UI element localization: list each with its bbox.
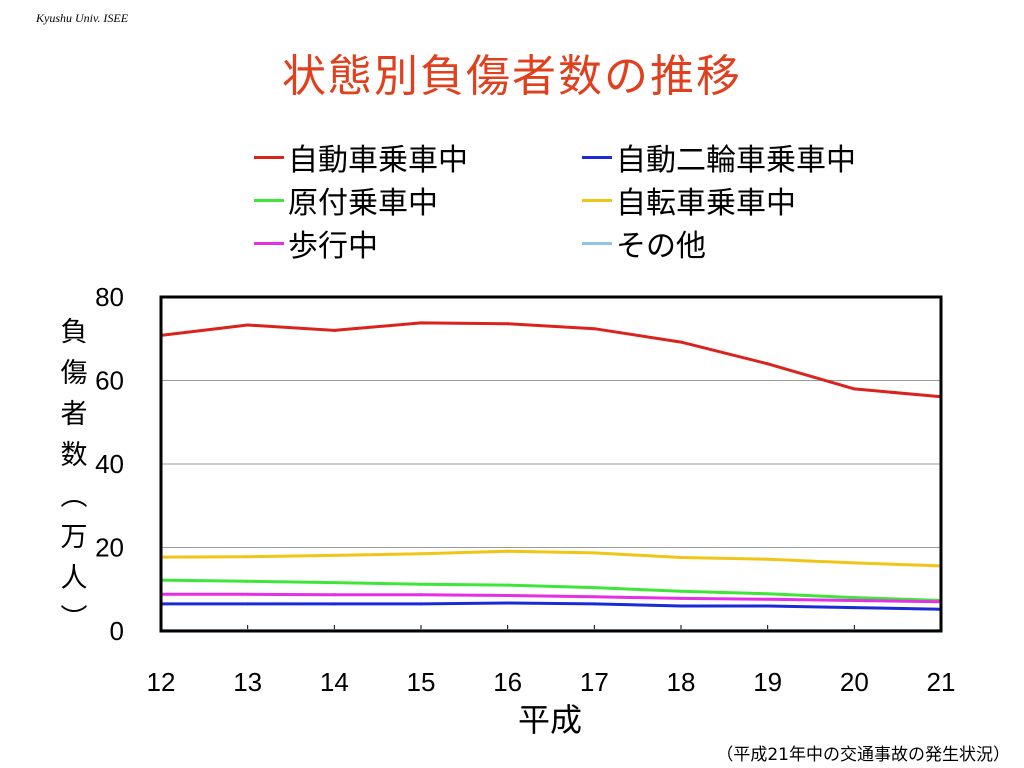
series-line-0 [159,321,943,399]
data-point-0 [679,340,683,344]
data-point-2 [246,579,250,583]
series-line-3 [159,549,943,568]
data-point-4 [592,595,596,599]
header-credit: Kyushu Univ. ISEE [36,11,129,25]
legend-item-car: 自動車乗車中 [254,137,468,178]
legend-label-motorcycle: 自動二輪車乗車中 [616,143,856,178]
x-tick-label: 12 [147,667,176,697]
x-tick-label: 18 [667,667,696,697]
y-axis-label-char: 万 [60,522,88,553]
legend-swatch-car [254,155,284,159]
legend-label-car: 自動車乗車中 [288,143,468,178]
data-point-3 [679,556,683,560]
data-point-1 [246,602,250,606]
legend-label-other: その他 [616,229,706,264]
legend-swatch-other [582,241,612,245]
y-tick-label: 20 [95,533,124,563]
x-tick-label: 21 [927,667,956,697]
data-point-1 [766,604,770,608]
y-axis-label-char: ︶ [60,604,88,635]
x-tick-label: 19 [753,667,782,697]
series-line-2 [159,578,943,602]
data-point-4 [766,597,770,601]
source-note: （平成21年中の交通事故の発生状況） [716,745,1010,765]
data-point-0 [852,387,856,391]
y-tick-label: 0 [110,616,124,646]
data-point-2 [679,589,683,593]
x-tick-label: 20 [840,667,869,697]
data-point-1 [852,606,856,610]
y-axis-label-char: 人 [60,563,88,594]
legend-item-pedestrian: 歩行中 [254,223,378,264]
data-point-3 [592,551,596,555]
x-tick-label: 16 [493,667,522,697]
data-point-4 [852,599,856,603]
y-axis-label-char: 傷 [60,358,88,389]
legend-label-moped: 原付乗車中 [288,186,438,221]
data-point-0 [419,321,423,325]
data-point-0 [592,327,596,331]
data-point-1 [419,602,423,606]
legend-item-bicycle: 自転車乗車中 [582,180,796,221]
legend-item-motorcycle: 自動二輪車乗車中 [582,137,856,178]
legend-swatch-moped [254,198,284,202]
plot-frame [159,295,943,633]
data-point-1 [506,601,510,605]
y-axis-label-char: 者 [60,399,88,430]
legend-item-moped: 原付乗車中 [254,180,438,221]
data-point-3 [506,549,510,553]
legend-label-pedestrian: 歩行中 [288,229,378,264]
data-point-0 [766,362,770,366]
legend-swatch-bicycle [582,198,612,202]
y-tick-label: 60 [95,366,124,396]
series-line-4 [159,592,943,604]
x-axis-label: 平成 [517,701,582,739]
series-line-1 [159,601,943,611]
data-point-0 [246,323,250,327]
y-axis-label-char: 数 [60,440,88,471]
data-point-2 [332,581,336,585]
data-point-3 [332,553,336,557]
legend-label-bicycle: 自転車乗車中 [616,186,796,221]
data-point-4 [679,596,683,600]
x-tick-label: 17 [580,667,609,697]
legend-swatch-motorcycle [582,155,612,159]
data-point-3 [246,555,250,559]
data-point-4 [246,592,250,596]
slide-title: 状態別負傷者数の推移 [282,51,742,102]
y-tick-label: 80 [95,282,124,312]
data-point-1 [679,604,683,608]
data-point-3 [766,557,770,561]
legend-swatch-pedestrian [254,241,284,245]
x-tick-label: 14 [320,667,349,697]
data-point-0 [506,322,510,326]
data-point-3 [419,552,423,556]
legend-item-other: その他 [582,223,706,264]
x-tick-label: 13 [233,667,262,697]
data-point-3 [852,561,856,565]
data-point-2 [592,586,596,590]
data-point-2 [766,592,770,596]
x-tick-label: 15 [407,667,436,697]
data-point-2 [852,596,856,600]
y-axis-label-char: ︵ [60,481,88,512]
data-point-2 [506,583,510,587]
data-point-4 [419,593,423,597]
data-point-4 [332,593,336,597]
y-tick-label: 40 [95,449,124,479]
data-point-1 [332,602,336,606]
data-point-4 [506,594,510,598]
data-point-0 [332,328,336,332]
data-point-1 [592,602,596,606]
y-axis-label: 負 傷 者 数 ︵ 万 人 ︶ [56,312,92,640]
y-axis-label-char: 負 [60,317,88,348]
data-point-2 [419,582,423,586]
